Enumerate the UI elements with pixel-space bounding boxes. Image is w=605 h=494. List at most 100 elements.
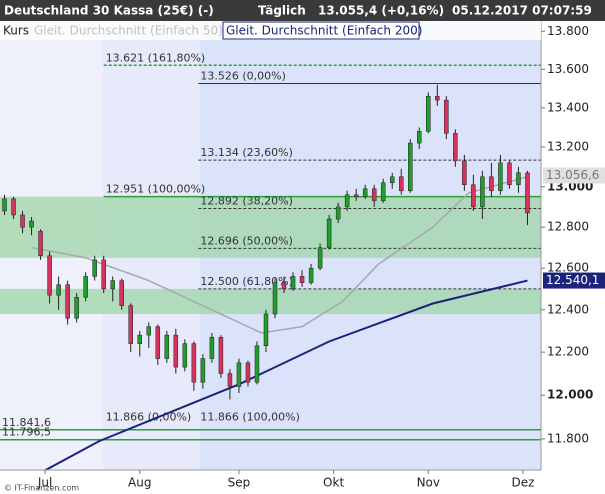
timestamp: 05.12.2017 07:07:59 [452, 4, 592, 18]
candle-body [353, 194, 359, 198]
price-tag [543, 272, 605, 289]
candle-body [2, 198, 7, 212]
x-tick-label: Nov [417, 476, 440, 490]
candle-body [444, 99, 449, 134]
source: © IT-Finanzen.com [4, 484, 79, 493]
candle-body [380, 182, 386, 202]
level-label: 12.696 (50,00%) [200, 234, 293, 247]
candle-body [335, 206, 341, 220]
level-label: 12.892 (38,20%) [200, 194, 293, 207]
x-tick-label: Okt [323, 476, 344, 490]
candle-body [47, 255, 52, 296]
level-label: 11.866 (0,00%) [106, 410, 192, 423]
candle-body [507, 162, 512, 186]
candle-body [344, 194, 350, 208]
candle-body [426, 95, 431, 132]
candle-body [480, 176, 485, 208]
legend-entry: Gleit. Durchschnitt (Einfach 200) [226, 24, 422, 38]
candle-body [317, 247, 323, 269]
candle-body [155, 326, 161, 359]
candle-body [290, 276, 296, 290]
quote: 13.055,4 (+0,16%) [318, 4, 444, 18]
candle-body [498, 162, 503, 192]
y-tick-label: 13.600 [547, 62, 589, 76]
price-tag-label: 12.540,1 [546, 273, 599, 287]
zone [0, 196, 541, 258]
candle-body [326, 218, 332, 248]
candle-body [119, 280, 124, 306]
candle-body [38, 230, 43, 257]
candle-body [101, 259, 106, 290]
candle-body [182, 343, 188, 368]
candle-body [20, 214, 25, 228]
candle-body [371, 188, 377, 202]
candle-body [516, 172, 521, 186]
ma-line [31, 176, 528, 334]
candle-body [453, 133, 458, 162]
candle-body [200, 358, 206, 383]
candle-body [398, 176, 404, 192]
candle-body [435, 95, 440, 101]
price-tag-label: 13.056,6 [546, 168, 599, 182]
header-bar [0, 0, 605, 21]
candle-body [471, 184, 476, 208]
axis-bg [541, 20, 605, 494]
x-tick-label: Sep [228, 476, 251, 490]
candle-body [525, 172, 530, 214]
candle-body [146, 326, 152, 336]
y-tick-label: 12.800 [547, 220, 589, 234]
legend-price: Kurs [3, 24, 29, 38]
y-tick-label: 13.800 [547, 24, 589, 38]
level-label: 12.951 (100,00%) [106, 183, 206, 196]
candle-body [263, 313, 269, 346]
candle-body [417, 131, 422, 144]
candle-body [29, 220, 34, 228]
candle-body [245, 362, 251, 383]
candle-body [281, 282, 287, 290]
candle-body [308, 267, 314, 283]
candle-body [83, 276, 88, 298]
candle-body [92, 259, 97, 277]
level-label: 12.500 (61,80%) [200, 275, 293, 288]
y-tick-label: 11.800 [547, 431, 589, 445]
level-label: 11.796,5 [2, 426, 51, 439]
candle-body [128, 305, 133, 344]
legend-entry: Gleit. Durchschnitt (Einfach 50) [34, 24, 223, 38]
candle-body [362, 188, 368, 198]
candle-body [218, 336, 224, 374]
candle-body [74, 296, 79, 319]
x-tick-label: Dez [512, 476, 535, 490]
candle-body [137, 334, 143, 344]
legend-box [222, 21, 420, 40]
y-tick-label: 13.200 [547, 140, 589, 154]
y-tick-label: 12.200 [547, 345, 589, 359]
candle-body [227, 373, 233, 387]
candle-body [489, 176, 494, 192]
candle-body [462, 160, 467, 186]
level-label: 13.134 (23,60%) [200, 146, 293, 159]
zone [0, 288, 541, 315]
level-label: 11.841,6 [2, 416, 51, 429]
candle-body [11, 198, 16, 216]
x-tick-label: Aug [128, 476, 151, 490]
level-label: 11.866 (100,00%) [200, 410, 300, 423]
level-label: 13.621 (161,80%) [106, 51, 206, 64]
candle-body [65, 284, 70, 319]
candle-body [236, 362, 242, 387]
candle-body [389, 176, 395, 184]
y-tick-label: 12.600 [547, 261, 589, 275]
candle-body [191, 343, 197, 383]
interval: Täglich [258, 4, 306, 18]
candle-body [272, 282, 278, 315]
ma-line [43, 279, 528, 470]
candle-body [254, 345, 260, 383]
candle-body [209, 336, 215, 359]
candle-body [110, 280, 115, 290]
candle-body [299, 276, 305, 283]
candle-body [408, 142, 413, 192]
candle-body [164, 334, 170, 359]
y-tick-label: 13.400 [547, 100, 589, 114]
y-tick-label: 12.400 [547, 302, 589, 316]
level-label: 13.526 (0,00%) [200, 70, 286, 83]
